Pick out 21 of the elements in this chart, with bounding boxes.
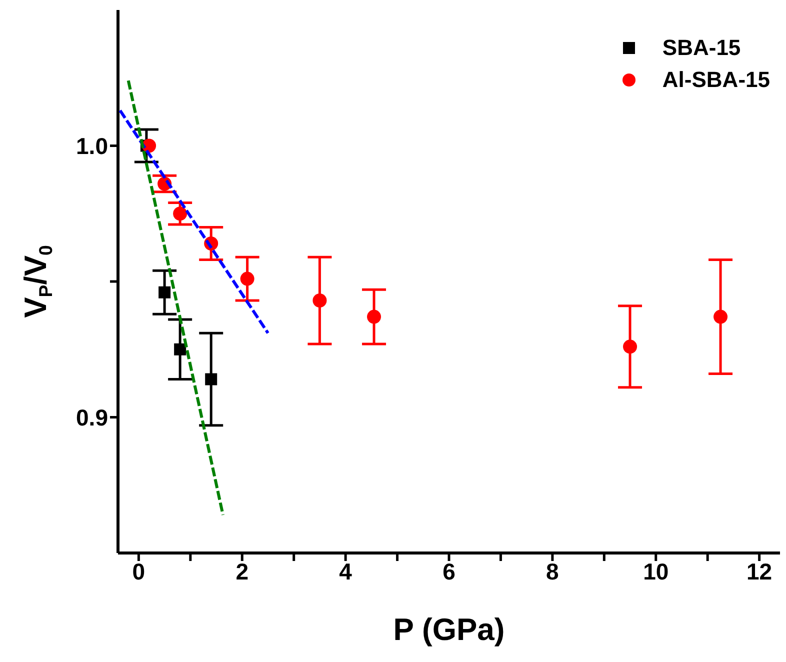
x-tick-label: 6 xyxy=(442,558,456,584)
point xyxy=(174,343,186,356)
point xyxy=(158,286,171,298)
x-axis-title: P (GPa) xyxy=(393,612,505,647)
point xyxy=(205,373,218,386)
point xyxy=(367,310,382,324)
point xyxy=(240,272,254,286)
legend-label: SBA-15 xyxy=(662,34,741,62)
x-tick-label: 12 xyxy=(746,558,772,584)
point xyxy=(173,206,188,221)
point xyxy=(714,310,728,324)
x-tick-label: 8 xyxy=(546,558,560,584)
point xyxy=(312,294,327,308)
x-tick-label: 10 xyxy=(643,558,669,584)
legend-label: Al-SBA-15 xyxy=(662,66,770,94)
y-tick-label: 1.0 xyxy=(76,132,108,159)
y-tick-label: 0.9 xyxy=(76,404,108,430)
x-tick-label: 4 xyxy=(339,558,352,584)
x-tick-label: 2 xyxy=(236,558,249,584)
point xyxy=(623,340,638,354)
x-tick-label: 0 xyxy=(132,558,146,584)
